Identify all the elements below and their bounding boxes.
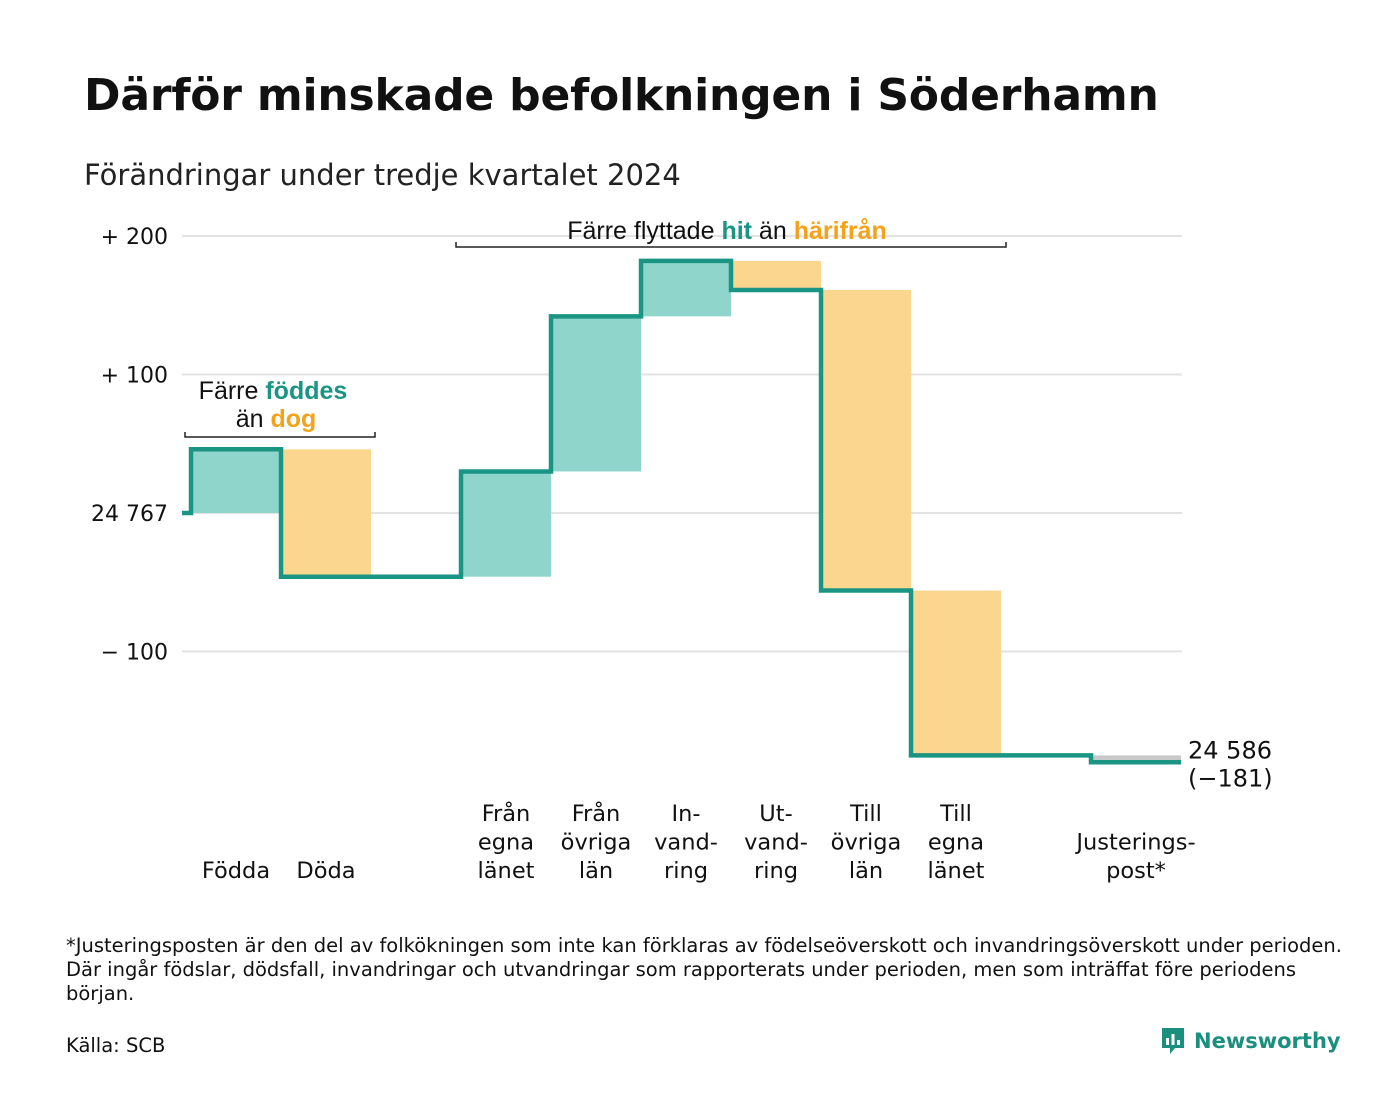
brand-name: Newsworthy	[1194, 1029, 1341, 1053]
annotation-span: Färre	[199, 377, 266, 405]
source-note: Källa: SCB	[66, 1034, 166, 1057]
bar	[461, 471, 551, 577]
x-tick-label: länet	[478, 858, 535, 884]
x-tick-label: post*	[1106, 858, 1166, 884]
x-tick-label: övriga	[831, 830, 902, 856]
newsworthy-logo-icon	[1162, 1028, 1184, 1054]
chart-title: Därför minskade befolkningen i Söderhamn	[84, 70, 1159, 121]
bar	[281, 449, 371, 577]
annotation-text: Färre föddes	[199, 377, 348, 405]
bar	[821, 290, 911, 591]
annotation-span: än	[752, 217, 794, 245]
step-line	[182, 258, 1181, 765]
annotation-span: dog	[270, 405, 316, 433]
x-tick-label: län	[579, 858, 613, 884]
bar	[641, 260, 731, 317]
x-tick-label: ring	[664, 858, 708, 884]
x-tick-label: In-	[671, 801, 700, 827]
y-tick-label: + 200	[101, 225, 168, 250]
x-tick-label: vand-	[744, 830, 808, 856]
bar	[731, 260, 821, 291]
x-tick-label: Från	[482, 799, 531, 827]
end-change-label: (−181)	[1188, 764, 1273, 792]
bar	[551, 316, 641, 472]
step-line-path	[182, 258, 1181, 765]
footnote: *Justeringsposten är den del av folkökni…	[66, 934, 1342, 1005]
newsworthy-brand: Newsworthy	[1160, 1026, 1341, 1056]
annotation-span: föddes	[265, 377, 347, 405]
x-tick-label: Till	[849, 801, 882, 827]
y-axis-labels: + 200 + 100 24 767 − 100	[91, 225, 168, 666]
bar	[911, 590, 1001, 756]
x-tick-label: Ut-	[759, 801, 792, 827]
annotation-bracket	[455, 242, 1007, 248]
chart-subtitle: Förändringar under tredje kvartalet 2024	[84, 158, 681, 192]
annotation-text: Färre flyttade hit än härifrån	[567, 217, 887, 245]
x-tick-label: län	[849, 858, 883, 884]
bars	[191, 260, 1181, 763]
y-tick-label: 24 767	[91, 502, 168, 527]
x-tick-label: övriga	[561, 830, 632, 856]
y-tick-label: + 100	[101, 364, 168, 389]
annotation-span: härifrån	[794, 217, 887, 245]
x-tick-label: Justerings-	[1074, 830, 1195, 856]
end-label: 24 586(−181)	[1188, 736, 1273, 792]
grid-lines	[182, 235, 1182, 653]
x-tick-label: vand-	[654, 830, 718, 856]
x-tick-label: Till	[939, 801, 972, 827]
x-axis-labels: Födda DödaFrånegnalänetFrånövrigalänIn-va…	[202, 799, 1196, 884]
bar	[191, 449, 281, 513]
y-tick-label: − 100	[101, 641, 168, 666]
x-tick-label: egna	[928, 830, 984, 856]
bar	[1091, 755, 1181, 763]
annotation-span: Färre flyttade	[567, 217, 721, 245]
x-tick-label: Födda	[202, 858, 270, 884]
x-tick-label: Från	[572, 799, 621, 827]
x-tick-label: egna	[478, 830, 534, 856]
x-tick-label: länet	[928, 858, 985, 884]
x-tick-label: Döda	[296, 858, 355, 884]
annotation-bracket	[184, 432, 376, 438]
annotation-span: hit	[721, 217, 752, 245]
annotation-span: än	[236, 405, 271, 433]
annotation-text: än dog	[236, 405, 317, 433]
x-tick-label: ring	[754, 858, 798, 884]
end-value-label: 24 586	[1188, 736, 1272, 764]
